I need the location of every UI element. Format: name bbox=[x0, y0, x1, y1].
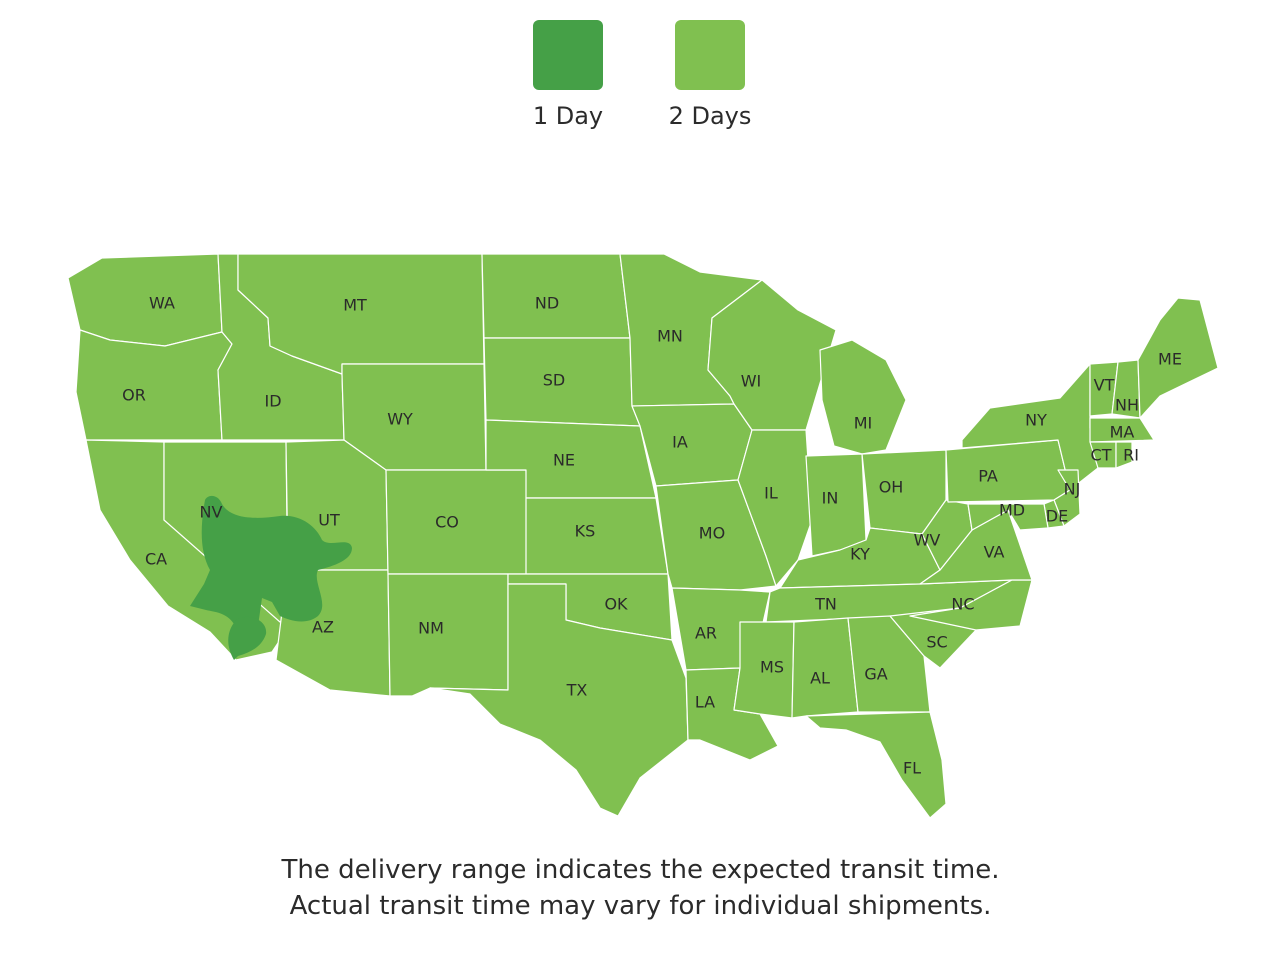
state-label-mo: MO bbox=[699, 524, 725, 543]
one-day-zone-area-1 bbox=[190, 495, 352, 638]
state-md bbox=[967, 503, 1049, 531]
state-label-ky: KY bbox=[850, 545, 870, 564]
state-label-co: CO bbox=[435, 513, 459, 532]
state-label-ma: MA bbox=[1110, 423, 1135, 442]
state-label-nm: NM bbox=[418, 619, 444, 638]
state-label-az: AZ bbox=[312, 618, 334, 637]
state-label-vt: VT bbox=[1094, 376, 1115, 395]
state-label-ks: KS bbox=[575, 522, 596, 541]
legend-label-2-days: 2 Days bbox=[668, 102, 752, 130]
state-label-nd: ND bbox=[535, 294, 559, 313]
state-label-mi: MI bbox=[854, 414, 873, 433]
state-label-md: MD bbox=[999, 501, 1025, 520]
state-label-in: IN bbox=[822, 489, 839, 508]
state-label-nv: NV bbox=[200, 503, 223, 522]
legend-label-1-day: 1 Day bbox=[532, 102, 604, 130]
legend-item-2-days: 2 Days bbox=[650, 20, 770, 140]
state-label-ok: OK bbox=[604, 595, 628, 614]
state-nm bbox=[387, 573, 509, 697]
state-label-ia: IA bbox=[672, 433, 688, 452]
state-label-al: AL bbox=[810, 669, 830, 688]
state-label-nc: NC bbox=[951, 595, 974, 614]
state-ga bbox=[847, 615, 931, 713]
state-label-ny: NY bbox=[1025, 411, 1047, 430]
state-fl bbox=[805, 711, 947, 819]
state-mi bbox=[819, 339, 907, 455]
transit-note: The delivery range indicates the expecte… bbox=[0, 852, 1281, 924]
legend-item-1-day: 1 Day bbox=[508, 20, 628, 140]
one-day-zone-area-2 bbox=[228, 616, 267, 660]
state-label-fl: FL bbox=[903, 759, 921, 778]
state-label-nj: NJ bbox=[1064, 480, 1081, 499]
state-label-ri: RI bbox=[1123, 446, 1139, 465]
state-label-mn: MN bbox=[657, 327, 683, 346]
state-pa bbox=[945, 439, 1071, 503]
state-label-va: VA bbox=[984, 543, 1005, 562]
legend-swatch-2-days bbox=[675, 20, 745, 90]
state-label-ms: MS bbox=[760, 658, 784, 677]
state-label-ar: AR bbox=[695, 624, 717, 643]
state-label-sd: SD bbox=[543, 371, 565, 390]
one-day-zone bbox=[190, 495, 352, 660]
state-wa bbox=[67, 253, 223, 347]
state-ks bbox=[525, 497, 669, 575]
state-label-ga: GA bbox=[864, 665, 887, 684]
state-label-tn: TN bbox=[814, 595, 837, 614]
state-label-ut: UT bbox=[318, 511, 340, 530]
state-al bbox=[791, 617, 859, 719]
transit-note-line-2: Actual transit time may vary for individ… bbox=[289, 891, 992, 921]
state-label-ct: CT bbox=[1091, 446, 1112, 465]
state-label-il: IL bbox=[764, 484, 778, 503]
state-label-wy: WY bbox=[387, 410, 413, 429]
state-tx bbox=[429, 583, 689, 817]
state-label-ca: CA bbox=[145, 550, 167, 569]
state-label-wa: WA bbox=[149, 294, 175, 313]
state-label-oh: OH bbox=[879, 478, 904, 497]
state-label-or: OR bbox=[122, 386, 146, 405]
state-label-la: LA bbox=[695, 693, 715, 712]
state-label-sc: SC bbox=[926, 633, 947, 652]
state-label-wv: WV bbox=[914, 531, 941, 550]
state-il bbox=[737, 429, 813, 587]
map-legend: 1 Day 2 Days bbox=[500, 20, 800, 140]
state-label-me: ME bbox=[1158, 350, 1182, 369]
state-shapes bbox=[67, 253, 1219, 819]
state-ri bbox=[1115, 441, 1133, 469]
legend-swatch-1-day bbox=[533, 20, 603, 90]
state-label-wi: WI bbox=[741, 372, 762, 391]
state-label-mt: MT bbox=[343, 296, 367, 315]
state-or bbox=[75, 329, 233, 441]
transit-note-line-1: The delivery range indicates the expecte… bbox=[281, 855, 1000, 885]
state-label-tx: TX bbox=[566, 681, 588, 700]
state-label-id: ID bbox=[264, 392, 281, 411]
state-labels: WA OR CA ID NV MT WY UT AZ CO NM ND SD NE KS OK TX MN IA MO… bbox=[122, 294, 1182, 778]
state-ma bbox=[1089, 417, 1155, 443]
state-label-nh: NH bbox=[1115, 396, 1139, 415]
state-me bbox=[1137, 297, 1219, 419]
state-label-pa: PA bbox=[978, 467, 998, 486]
state-label-ne: NE bbox=[553, 451, 575, 470]
state-label-de: DE bbox=[1046, 507, 1068, 526]
